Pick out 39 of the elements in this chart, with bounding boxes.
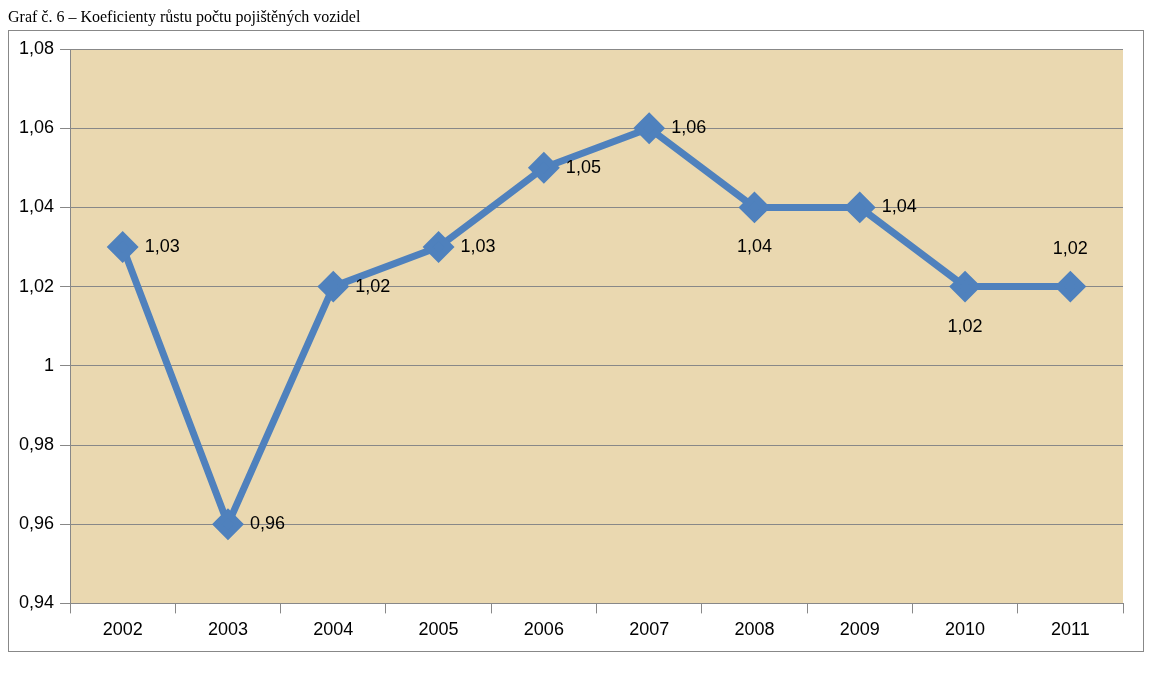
y-tick-label: 1: [44, 354, 55, 375]
data-label: 1,02: [1052, 237, 1088, 258]
x-tick-label: 2007: [629, 619, 670, 640]
data-label: 1,03: [144, 235, 180, 256]
chart-title: Graf č. 6 – Koeficienty růstu počtu pojištěných vozidel: [8, 8, 362, 28]
point: [213, 509, 243, 539]
data-label: 1,03: [460, 235, 496, 256]
y-tick-label: 0,96: [18, 513, 55, 534]
point: [950, 272, 980, 302]
x-tick-label: 2003: [207, 619, 248, 640]
point: [739, 192, 769, 222]
data-label: 1,05: [565, 156, 601, 177]
data-label: 1,02: [947, 315, 983, 336]
y-tick-label: 1,02: [18, 275, 55, 296]
y-tick-label: 0,94: [18, 592, 55, 613]
y-tick-label: 1,08: [18, 37, 55, 58]
data-label: 1,04: [736, 236, 772, 257]
point: [845, 192, 875, 222]
x-tick-label: 2008: [734, 619, 775, 640]
point: [1055, 272, 1085, 302]
data-label: 0,96: [249, 513, 286, 534]
point: [108, 232, 138, 262]
x-tick-label: 2005: [418, 619, 459, 640]
x-tick-label: 2011: [1050, 619, 1090, 640]
point: [634, 113, 664, 143]
y-tick-label: 0,98: [18, 433, 55, 454]
point: [529, 153, 559, 183]
point: [318, 272, 348, 302]
y-tick-label: 1,04: [18, 196, 55, 217]
x-tick-label: 2006: [523, 619, 564, 640]
data-label: 1,06: [671, 117, 707, 138]
y-tick-label: 1,06: [18, 117, 55, 138]
data-label: 1,02: [355, 275, 391, 296]
x-tick-label: 2004: [313, 619, 354, 640]
data-label: 1,04: [881, 196, 917, 217]
x-tick-label: 2010: [945, 619, 986, 640]
point: [424, 232, 454, 262]
x-tick-label: 2009: [839, 619, 880, 640]
x-tick-label: 2002: [102, 619, 143, 640]
